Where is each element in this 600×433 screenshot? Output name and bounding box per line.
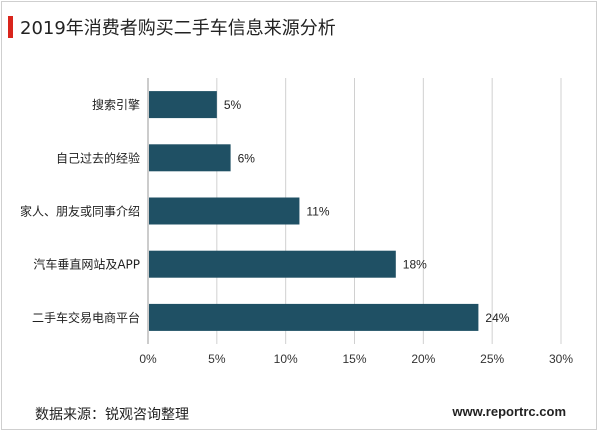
category-label: 汽车垂直网站及APP xyxy=(33,257,140,272)
category-label: 二手车交易电商平台 xyxy=(32,310,140,325)
category-label: 家人、朋友或同事介绍 xyxy=(20,204,140,219)
x-tick-label: 25% xyxy=(480,352,504,366)
category-label: 搜索引擎 xyxy=(92,97,140,112)
x-tick-label: 10% xyxy=(274,352,298,366)
category-label: 自己过去的经验 xyxy=(56,150,140,165)
value-label: 6% xyxy=(238,151,256,165)
data-source: 数据来源：锐观咨询整理 xyxy=(35,407,189,423)
source-url: www.reportrc.com xyxy=(452,404,566,419)
value-label: 18% xyxy=(403,258,427,272)
x-tick-label: 0% xyxy=(139,352,157,366)
bar xyxy=(149,144,231,172)
x-tick-label: 5% xyxy=(208,352,226,366)
chart-title: 2019年消费者购买二手车信息来源分析 xyxy=(20,18,336,39)
value-label: 24% xyxy=(485,311,509,325)
x-tick-label: 20% xyxy=(411,352,435,366)
value-label: 5% xyxy=(224,98,242,112)
bar xyxy=(149,91,217,119)
title-accent-bar xyxy=(8,16,13,38)
bar xyxy=(149,303,479,331)
x-tick-label: 15% xyxy=(342,352,366,366)
bar xyxy=(149,250,396,278)
value-label: 11% xyxy=(306,205,329,219)
x-tick-label: 30% xyxy=(549,352,573,366)
bar xyxy=(149,197,300,225)
